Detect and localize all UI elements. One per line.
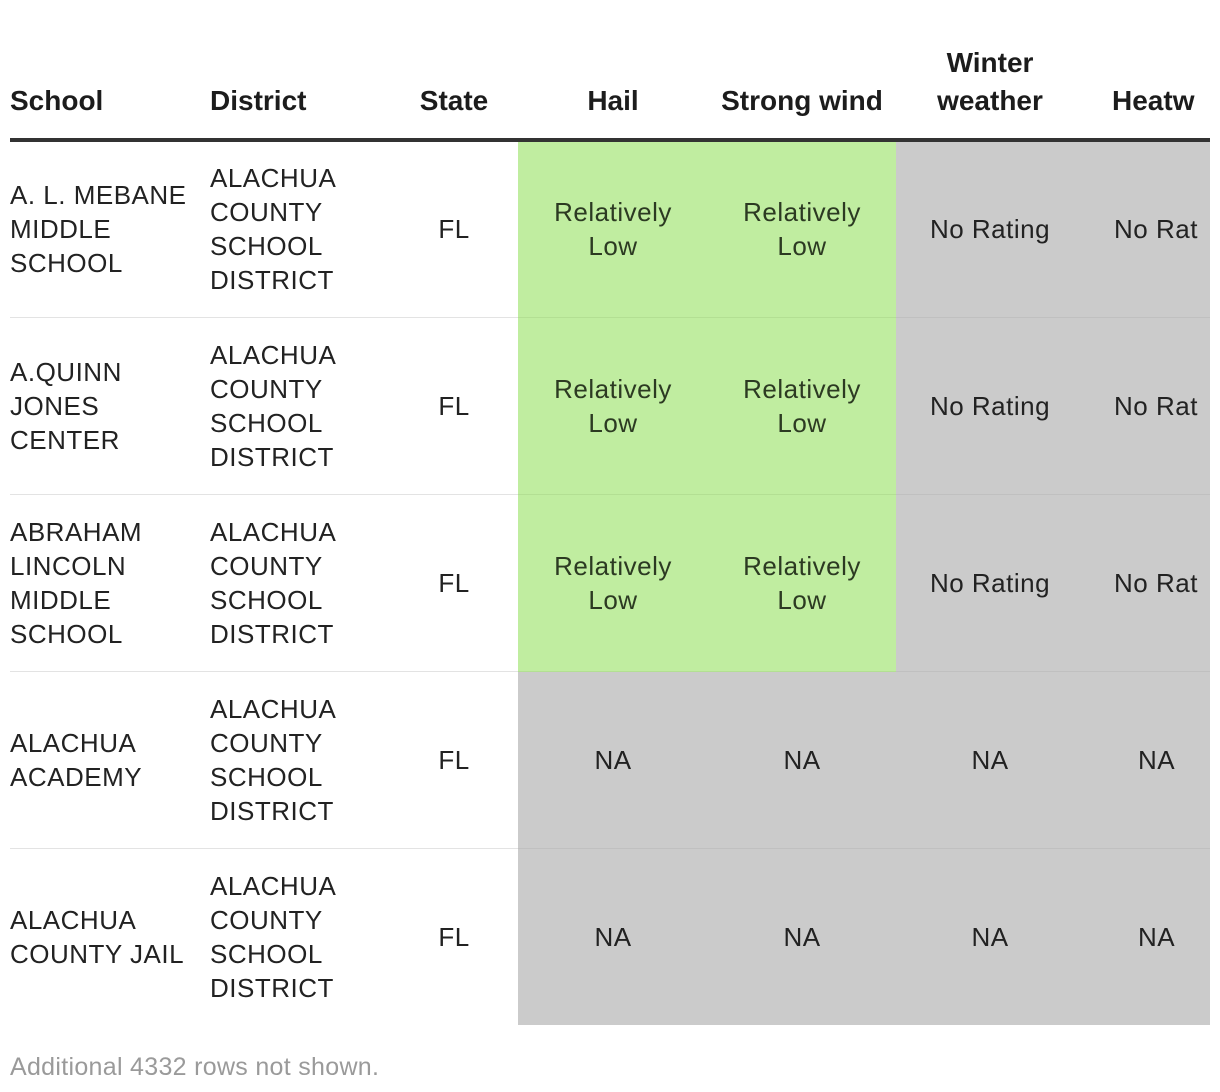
cell-hail-rating: Relatively Low (518, 140, 708, 318)
cell-state: FL (390, 494, 518, 672)
cell-district: ALACHUA COUNTY SCHOOL DISTRICT (210, 870, 335, 1003)
cell-heatwave-rating: NA (1084, 848, 1210, 1025)
cell-strong-wind-rating: Relatively Low (708, 494, 896, 672)
cell-heatwave-rating: NA (1084, 671, 1210, 849)
header-row: School District State Hail Strong wind W… (10, 44, 1210, 142)
cell-school: ALACHUA ACADEMY (10, 671, 210, 849)
cell-winter-weather-rating: No Rating (896, 494, 1084, 672)
table-row: ALACHUA ACADEMY ALACHUA COUNTY SCHOOL DI… (10, 671, 1210, 849)
column-header-school: School (10, 44, 210, 142)
cell-winter-weather-rating: NA (896, 671, 1084, 849)
cell-hail-rating: Relatively Low (518, 317, 708, 495)
risk-table: School District State Hail Strong wind W… (10, 44, 1210, 1025)
table-row: ALACHUA COUNTY JAIL ALACHUA COUNTY SCHOO… (10, 848, 1210, 1025)
cell-hail-rating: NA (518, 848, 708, 1025)
column-header-winter-weather: Winter weather (896, 44, 1084, 142)
cell-strong-wind-rating: NA (708, 671, 896, 849)
cell-state: FL (390, 671, 518, 849)
cell-strong-wind-rating: NA (708, 848, 896, 1025)
column-header-state: State (390, 44, 518, 142)
table-row: A. L. MEBANE MIDDLE SCHOOL ALACHUA COUNT… (10, 140, 1210, 318)
column-header-strong-wind: Strong wind (708, 44, 896, 142)
cell-strong-wind-rating: Relatively Low (708, 140, 896, 318)
cell-hail-rating: Relatively Low (518, 494, 708, 672)
cell-winter-weather-rating: No Rating (896, 317, 1084, 495)
cell-school: A. L. MEBANE MIDDLE SCHOOL (10, 140, 210, 318)
table-row: ABRAHAM LINCOLN MIDDLE SCHOOL ALACHUA CO… (10, 494, 1210, 672)
column-header-hail: Hail (518, 44, 708, 142)
cell-district: ALACHUA COUNTY SCHOOL DISTRICT (210, 671, 390, 849)
cell-heatwave-rating: No Rat (1084, 140, 1210, 318)
risk-table-container: School District State Hail Strong wind W… (10, 0, 1210, 1040)
cell-school: A.QUINN JONES CENTER (10, 317, 210, 495)
cell-district: ALACHUA COUNTY SCHOOL DISTRICT (210, 317, 390, 495)
cell-state: FL (390, 140, 518, 318)
cell-strong-wind-rating: Relatively Low (708, 317, 896, 495)
rows-not-shown-note: Additional 4332 rows not shown. (10, 1053, 380, 1081)
table-body: A. L. MEBANE MIDDLE SCHOOL ALACHUA COUNT… (10, 140, 1210, 1025)
cell-district: ALACHUA COUNTY SCHOOL DISTRICT (210, 494, 390, 672)
cell-winter-weather-rating: No Rating (896, 140, 1084, 318)
cell-heatwave-rating: No Rat (1084, 494, 1210, 672)
cell-district: ALACHUA COUNTY SCHOOL DISTRICT (210, 140, 390, 318)
table-header: School District State Hail Strong wind W… (10, 44, 1210, 142)
cell-school: ALACHUA COUNTY JAIL (10, 904, 185, 969)
cell-winter-weather-rating: NA (896, 848, 1084, 1025)
column-header-district: District (210, 44, 390, 142)
table-row: A.QUINN JONES CENTER ALACHUA COUNTY SCHO… (10, 317, 1210, 495)
cell-school: ABRAHAM LINCOLN MIDDLE SCHOOL (10, 494, 210, 672)
cell-state: FL (438, 921, 470, 952)
cell-hail-rating: NA (518, 671, 708, 849)
cell-state: FL (390, 317, 518, 495)
cell-heatwave-rating: No Rat (1084, 317, 1210, 495)
column-header-heatwave: Heatw (1084, 44, 1210, 142)
